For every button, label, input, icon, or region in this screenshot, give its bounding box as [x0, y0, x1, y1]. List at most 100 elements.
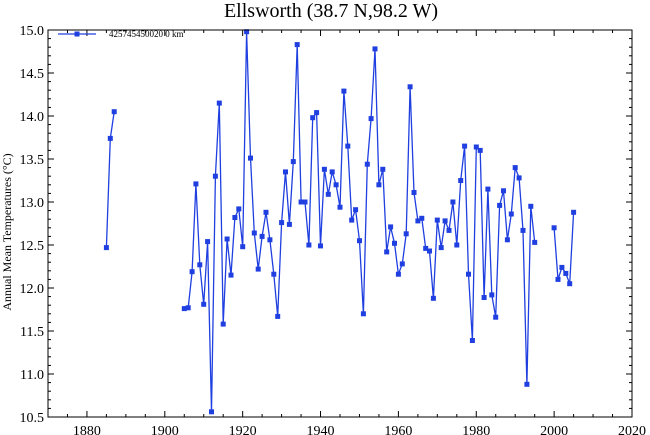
x-tick-label: 1980	[462, 424, 490, 435]
axis-ticks	[47, 29, 633, 418]
data-point	[251, 230, 257, 236]
x-tick-label: 1940	[307, 424, 335, 435]
data-point	[314, 110, 320, 116]
data-point	[508, 211, 514, 217]
data-point	[321, 166, 327, 172]
data-point	[384, 249, 390, 255]
data-point	[107, 135, 113, 141]
data-point	[368, 116, 374, 122]
data-point	[427, 248, 432, 254]
data-point	[571, 209, 577, 215]
data-point	[271, 271, 277, 277]
data-point	[462, 143, 468, 149]
data-point	[181, 306, 187, 312]
data-point	[403, 231, 409, 237]
data-point	[477, 147, 483, 153]
data-point	[551, 225, 557, 231]
data-point	[248, 155, 253, 161]
data-point	[532, 239, 538, 245]
data-point	[353, 207, 359, 213]
data-point	[559, 264, 565, 270]
data-point	[493, 314, 499, 320]
data-point	[454, 242, 460, 248]
data-point	[555, 276, 561, 282]
y-tick-label: 11.5	[20, 325, 44, 340]
data-point	[446, 227, 452, 233]
data-point	[516, 175, 522, 181]
y-tick-label: 12.5	[20, 239, 45, 254]
data-point	[329, 169, 335, 175]
data-point	[399, 261, 405, 267]
x-tick-label: 1900	[151, 424, 179, 435]
data-point	[357, 238, 362, 244]
data-point	[489, 292, 495, 298]
data-point	[341, 88, 347, 94]
data-point	[501, 188, 506, 194]
x-tick-label: 1920	[229, 424, 257, 435]
data-point	[244, 29, 250, 35]
data-point	[442, 218, 448, 224]
data-point	[263, 209, 269, 215]
data-point	[563, 270, 569, 276]
y-tick-label: 11.0	[20, 368, 44, 383]
legend: 425745450020 0 km	[58, 29, 184, 39]
y-tick-label: 13.5	[20, 153, 45, 168]
data-point	[512, 165, 518, 171]
series-line-segment	[105, 111, 115, 248]
data-point	[290, 159, 296, 165]
data-point	[205, 239, 211, 245]
data-point	[267, 237, 273, 243]
data-point	[466, 271, 471, 277]
data-point	[286, 221, 292, 227]
data-point	[294, 42, 300, 48]
data-point	[411, 190, 417, 195]
data-point	[458, 178, 464, 183]
series-425745450020	[103, 29, 577, 415]
data-point	[388, 224, 394, 230]
y-tick-label: 13.0	[20, 196, 45, 211]
data-point	[395, 271, 401, 277]
y-tick-label: 15.0	[20, 24, 45, 39]
data-point	[423, 245, 429, 251]
data-point	[364, 161, 370, 167]
data-point	[415, 218, 421, 224]
data-point	[497, 202, 503, 208]
data-point	[360, 311, 366, 317]
data-point	[185, 305, 191, 311]
data-point	[333, 182, 339, 188]
data-point	[302, 199, 308, 205]
data-point	[228, 272, 234, 278]
data-point	[567, 281, 573, 287]
data-point	[212, 173, 218, 179]
data-point	[232, 215, 238, 220]
data-point	[407, 84, 413, 90]
data-point	[481, 295, 487, 300]
data-point	[240, 244, 246, 250]
data-point	[345, 143, 351, 149]
y-tick-label: 14.5	[20, 67, 45, 82]
data-point	[419, 215, 425, 221]
x-tick-label: 2020	[618, 424, 646, 435]
data-point	[298, 199, 304, 205]
tick-labels: 1880 1900 1920 1940 1960 1980 2000 2020 10.5 11.0…	[20, 24, 647, 435]
data-point	[193, 181, 199, 187]
data-point	[259, 233, 265, 239]
data-point	[201, 301, 207, 307]
series-line-segment	[553, 212, 575, 284]
data-point	[310, 115, 316, 121]
data-point	[255, 266, 261, 272]
data-point	[337, 204, 343, 210]
data-point	[349, 217, 355, 223]
data-point	[520, 227, 526, 233]
data-point	[376, 182, 382, 188]
legend-label: 425745450020 0 km	[109, 29, 184, 39]
data-point	[111, 109, 117, 115]
data-point	[528, 203, 534, 209]
data-point	[524, 381, 530, 387]
data-point	[275, 313, 281, 319]
y-axis-label: Annual Mean Temperatures (°C)	[0, 153, 14, 310]
data-point	[224, 236, 230, 242]
x-tick-label: 2000	[540, 424, 568, 435]
series-line-segment	[184, 31, 536, 412]
